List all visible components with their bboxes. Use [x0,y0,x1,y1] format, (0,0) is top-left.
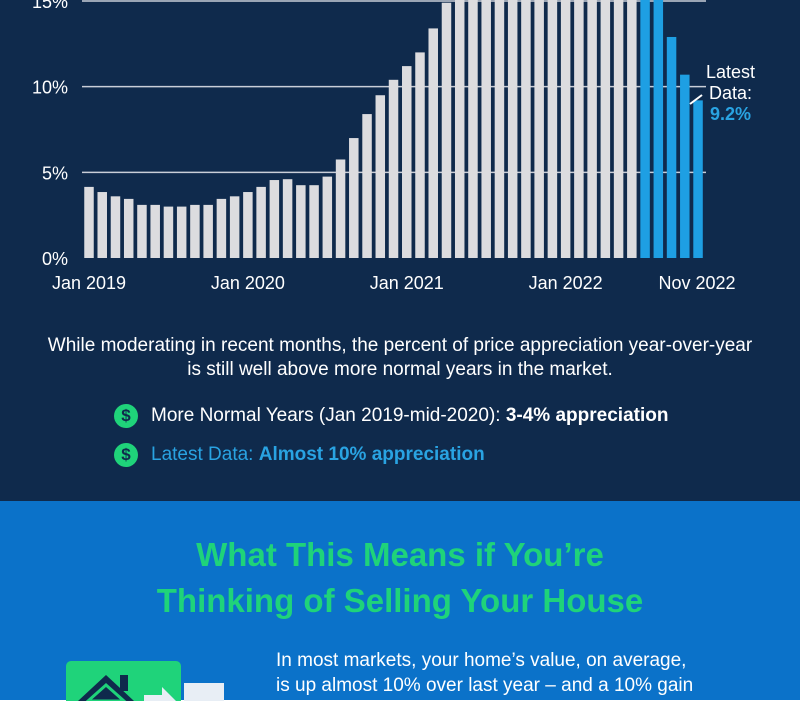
annotation-pointer [689,94,703,105]
bar-apr-2021 [441,2,452,259]
bullet-normal-years: $ More Normal Years (Jan 2019-mid-2020):… [114,404,668,428]
bar-feb-2022 [574,0,584,258]
bar-jun-2022 [627,0,637,258]
bar-may-2020 [296,185,306,258]
bar-mar-2020 [269,180,280,258]
dollar-icon: $ [114,404,138,428]
bullet-label: More Normal Years (Jan 2019-mid-2020): [151,405,501,426]
bar-feb-2021 [415,52,425,259]
bar-jan-2019 [84,186,94,258]
bar-sep-2019 [190,204,200,258]
bar-jan-2020 [243,192,253,258]
bullet-latest-data: $ Latest Data: Almost 10% appreciation [114,443,485,467]
bar-jul-2020 [322,176,333,258]
bar-nov-2022 [693,100,703,258]
bar-sep-2021 [507,0,518,258]
bar-aug-2021 [494,0,505,258]
bar-oct-2021 [521,0,531,258]
bar-sep-2020 [349,138,359,258]
bar-nov-2020 [375,95,386,258]
bar-jul-2021 [481,0,491,258]
y-tick-label: 0% [42,249,68,269]
chart-caption: While moderating in recent months, the p… [47,335,753,380]
bar-feb-2019 [97,192,107,258]
bar-apr-2019 [123,198,134,258]
bar-jun-2021 [468,0,478,258]
body-line-1: In most markets, your home’s value, on a… [276,650,687,671]
bar-aug-2019 [176,206,187,258]
bar-sep-2022 [666,36,677,259]
bullet-emphasis: 3-4% appreciation [505,405,669,426]
bar-dec-2020 [388,79,399,259]
bar-jan-2021 [402,66,412,259]
annotation-label-1: Latest [706,62,756,82]
x-tick-label: Jan 2019 [52,273,126,293]
section-heading: What This Means if You’re Thinking of Se… [0,532,800,624]
bar-jan-2022 [560,0,571,258]
heading-line-1: What This Means if You’re [196,536,604,573]
bar-mar-2019 [110,196,121,258]
bar-dec-2019 [229,196,240,258]
y-tick-label: 5% [42,163,68,183]
x-tick-label: Nov 2022 [658,273,735,293]
bullet-emphasis: Almost 10% appreciation [258,444,485,465]
bar-mar-2021 [428,28,438,259]
house-sale-icon [66,661,224,701]
y-tick-label: 10% [32,78,68,98]
x-tick-label: Jan 2020 [211,273,285,293]
bar-jul-2022 [640,0,650,258]
bar-oct-2020 [362,114,372,258]
x-tick-label: Jan 2022 [529,273,603,293]
body-line-2: is up almost 10% over last year – and a … [276,675,694,696]
bar-oct-2019 [203,204,213,258]
bar-aug-2020 [335,159,346,258]
latest-data-annotation: Latest Data: 9.2% [706,62,755,125]
bar-nov-2021 [534,0,544,258]
bar-may-2019 [137,204,147,258]
bar-may-2021 [454,0,465,258]
bar-apr-2020 [282,179,293,258]
bar-apr-2022 [600,0,611,258]
annotation-value: 9.2% [710,104,752,124]
bar-mar-2022 [587,0,597,258]
bar-may-2022 [613,0,624,258]
annotation-label-2: Data: [709,83,753,103]
bar-nov-2019 [216,198,227,258]
x-tick-label: Jan 2021 [370,273,444,293]
section-body: In most markets, your home’s value, on a… [276,648,776,698]
bar-jul-2019 [163,206,174,258]
bullet-label: Latest Data: [151,444,254,465]
bar-aug-2022 [653,0,664,258]
bar-chart: 0% 5% 10% 15% Jan 2019 Jan 2020 Jan 2021 Jan 2… [32,0,736,293]
bar-feb-2020 [256,186,266,258]
dollar-icon: $ [114,443,138,467]
heading-line-2: Thinking of Selling Your House [156,582,644,619]
bar-oct-2022 [680,74,690,258]
bar-jun-2019 [150,204,160,258]
y-tick-label: 15% [32,0,68,12]
bar-dec-2021 [547,0,558,258]
bar-jun-2020 [309,185,319,258]
